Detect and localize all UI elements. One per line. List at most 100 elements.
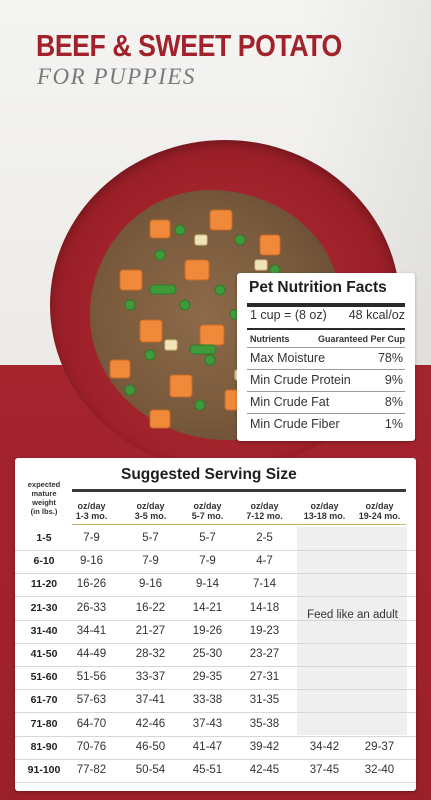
product-subtitle: FOR PUPPIES xyxy=(37,64,196,89)
serving-cell: 14-21 xyxy=(192,601,223,614)
nutrient-name: Min Crude Protein xyxy=(250,373,351,387)
serving-cell: 70-76 xyxy=(76,740,107,753)
serving-cell: 5-7 xyxy=(142,532,159,544)
column-header-line: 7-12 mo. xyxy=(246,511,283,521)
serving-cell: 44-49 xyxy=(76,648,107,660)
weight-cell: 51-60 xyxy=(30,671,58,684)
column-header-line: 1-3 mo. xyxy=(75,511,108,521)
nutrient-row: Min Crude Fiber 1% xyxy=(247,413,405,436)
weight-cell: 21-30 xyxy=(30,601,58,614)
serving-cell: 5-7 xyxy=(199,532,216,544)
column-header: oz/day 3-5 mo. xyxy=(123,501,178,521)
weight-cell: 31-40 xyxy=(30,624,58,637)
nutrient-value: 78% xyxy=(377,351,403,365)
serving-cell: 7-9 xyxy=(83,532,100,544)
serving-cell: 32-40 xyxy=(364,764,395,776)
serving-cell: 2-5 xyxy=(256,532,273,544)
serving-cell: 45-51 xyxy=(192,764,223,776)
serving-cell: 19-23 xyxy=(249,624,280,637)
weight-cell: 81-90 xyxy=(30,740,58,753)
serving-cell: 51-56 xyxy=(76,671,107,684)
column-header: oz/day 13-18 mo. xyxy=(297,501,352,521)
nutrient-value: 9% xyxy=(384,373,403,387)
serving-cell: 57-63 xyxy=(76,694,107,707)
nutrient-value: 1% xyxy=(384,417,403,431)
table-row: 81-90 70-76 46-50 41-47 39-42 34-42 29-37 xyxy=(15,736,416,760)
table-row: 1-5 7-9 5-7 5-7 2-5 xyxy=(15,527,416,551)
weight-cell: 1-5 xyxy=(36,532,52,544)
serving-cell: 28-32 xyxy=(135,648,166,660)
serving-cell: 34-42 xyxy=(309,740,340,753)
feed-like-adult-note: Feed like an adult xyxy=(307,609,398,621)
serving-cell: 29-35 xyxy=(192,671,223,684)
nutrition-rule-mid xyxy=(247,328,405,330)
weight-cell: 91-100 xyxy=(27,764,61,776)
serving-cell: 7-9 xyxy=(142,555,159,568)
weight-column-header: expected mature weight (in lbs.) xyxy=(21,480,67,516)
serving-cell: 42-46 xyxy=(135,717,166,730)
serving-cell: 35-38 xyxy=(249,717,280,730)
serving-cell: 14-18 xyxy=(249,601,280,614)
column-header-line: oz/day xyxy=(310,501,339,511)
serving-cell: 27-31 xyxy=(249,671,280,684)
serving-cell: 77-82 xyxy=(76,764,107,776)
serving-cell: 46-50 xyxy=(135,740,166,753)
serving-size-text: 1 cup = (8 oz) xyxy=(250,308,327,322)
serving-cell: 7-14 xyxy=(252,578,277,591)
column-header-line: oz/day xyxy=(136,501,165,511)
serving-cell: 4-7 xyxy=(256,555,273,568)
serving-cell: 39-42 xyxy=(249,740,280,753)
serving-cell: 25-30 xyxy=(192,648,223,660)
serving-cell: 37-45 xyxy=(309,764,340,776)
serving-cell: 26-33 xyxy=(76,601,107,614)
serving-cell: 29-37 xyxy=(364,740,395,753)
table-row: 71-80 64-70 42-46 37-43 35-38 xyxy=(15,713,416,737)
serving-cell: 33-38 xyxy=(192,694,223,707)
column-header-line: oz/day xyxy=(193,501,222,511)
weight-header-line: mature xyxy=(31,489,57,498)
nutrient-row: Min Crude Fat 8% xyxy=(247,391,405,414)
weight-cell: 11-20 xyxy=(30,578,58,591)
serving-title-rule xyxy=(72,489,406,492)
column-header: oz/day 5-7 mo. xyxy=(180,501,235,521)
serving-cell: 7-9 xyxy=(199,555,216,568)
guaranteed-header: Guaranteed Per Cup xyxy=(317,334,405,344)
serving-cell: 37-43 xyxy=(192,717,223,730)
column-header-line: 13-18 mo. xyxy=(303,511,346,521)
calories-text: 48 kcal/oz xyxy=(348,308,405,322)
table-row: 91-100 77-82 50-54 45-51 42-45 37-45 32-40 xyxy=(15,759,416,783)
column-header-line: 19-24 mo. xyxy=(358,511,401,521)
serving-title: Suggested Serving Size xyxy=(121,466,297,483)
table-row: 51-60 51-56 33-37 29-35 27-31 xyxy=(15,666,416,691)
column-header-line: 5-7 mo. xyxy=(191,511,224,521)
serving-cell: 9-16 xyxy=(79,555,104,568)
serving-cell: 21-27 xyxy=(135,624,166,637)
serving-size-panel: Suggested Serving Size expected mature w… xyxy=(15,458,416,791)
feed-like-adult-region xyxy=(297,527,407,735)
serving-cell: 16-22 xyxy=(135,601,166,614)
serving-cell: 23-27 xyxy=(249,648,280,660)
table-row: 61-70 57-63 37-41 33-38 31-35 xyxy=(15,689,416,714)
weight-header-line: expected xyxy=(27,480,61,489)
serving-cell: 9-14 xyxy=(195,578,220,591)
serving-cell: 19-26 xyxy=(192,624,223,637)
nutrient-row: Max Moisture 78% xyxy=(247,347,405,370)
nutrient-row: Min Crude Protein 9% xyxy=(247,369,405,392)
weight-header-line: (in lbs.) xyxy=(30,507,58,516)
table-row: 31-40 34-41 21-27 19-26 19-23 xyxy=(15,620,416,644)
weight-cell: 6-10 xyxy=(33,555,55,568)
weight-cell: 41-50 xyxy=(30,648,58,660)
weight-cell: 61-70 xyxy=(30,694,58,707)
serving-cell: 9-16 xyxy=(138,578,163,591)
column-header: oz/day 1-3 mo. xyxy=(64,501,119,521)
serving-cell: 16-26 xyxy=(76,578,107,591)
serving-cell: 42-45 xyxy=(249,764,280,776)
serving-cell: 50-54 xyxy=(135,764,166,776)
weight-cell: 71-80 xyxy=(30,717,58,730)
column-header-line: 3-5 mo. xyxy=(134,511,167,521)
serving-cell: 33-37 xyxy=(135,671,166,684)
nutrient-value: 8% xyxy=(384,395,403,409)
nutrient-name: Min Crude Fat xyxy=(250,395,330,409)
nutrition-title: Pet Nutrition Facts xyxy=(249,279,387,296)
table-row: 6-10 9-16 7-9 7-9 4-7 xyxy=(15,550,416,575)
